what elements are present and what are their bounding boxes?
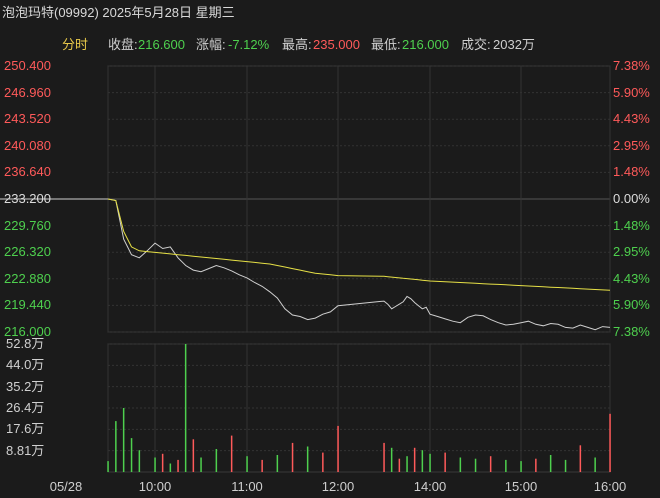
volume-tick-label: 17.6万: [6, 421, 45, 437]
volume-tick-label: 52.8万: [6, 336, 45, 351]
price-tick-label: 236.640: [4, 164, 51, 180]
price-tick-label: 243.520: [4, 111, 51, 127]
volume-bar: [122, 408, 125, 472]
volume-bar: [520, 461, 522, 472]
volume-panel-frame: [107, 343, 611, 473]
volume-bar: [444, 452, 446, 472]
close-label: 收盘:: [108, 37, 138, 52]
volume-label: 成交:: [461, 37, 491, 52]
volume-bar: [398, 458, 401, 472]
time-tick-label: 15:00: [504, 479, 538, 494]
close-value: 216.600: [138, 37, 185, 52]
volume-bar: [505, 459, 507, 472]
high-value: 235.000: [313, 37, 360, 52]
percent-tick-label: 5.90%: [613, 297, 650, 313]
percent-tick-label: 4.43%: [613, 270, 650, 286]
price-tick-label: 233.200: [4, 191, 51, 206]
percent-tick-label: 7.38%: [613, 58, 650, 73]
percent-tick-label: 1.48%: [613, 164, 650, 180]
volume-bar: [291, 442, 294, 472]
volume-bar: [154, 457, 156, 472]
volume-bar: [421, 450, 424, 472]
price-tick-label: 222.880: [4, 270, 51, 286]
volume-bar: [246, 456, 248, 472]
volume-bar: [429, 453, 431, 472]
volume-bar: [306, 446, 309, 472]
price-tick-label: 229.760: [4, 217, 51, 233]
price-tick-label: 250.400: [4, 58, 51, 73]
percent-tick-label: 7.38%: [613, 324, 650, 339]
volume-bar: [138, 450, 141, 472]
volume-tick-label: 44.0万: [6, 357, 45, 373]
percent-tick-label: 2.95%: [613, 137, 650, 153]
volume-bar: [115, 421, 117, 472]
volume-bar: [230, 435, 233, 472]
change-label: 涨幅:: [196, 37, 226, 52]
percent-tick-label: 4.43%: [613, 111, 650, 127]
price-tick-label: 219.440: [4, 297, 51, 313]
percent-tick-label: 2.95%: [613, 244, 650, 260]
volume-bar: [535, 458, 537, 472]
time-tick-label: 11:00: [231, 479, 263, 494]
volume-bar: [337, 425, 339, 472]
time-tick-label: 16:00: [593, 479, 627, 494]
volume-bar: [322, 452, 324, 472]
chart-mode-label[interactable]: 分时: [62, 37, 89, 52]
price-tick-label: 226.320: [4, 244, 51, 260]
volume-bar: [564, 459, 567, 472]
stats-bar: 分时 收盘: 216.600 涨幅: -7.12% 最高: 235.000 最低…: [0, 32, 660, 58]
volume-bar: [489, 456, 492, 472]
time-tick-label: 12:00: [321, 479, 355, 494]
low-label: 最低:: [371, 37, 401, 52]
volume-bar: [177, 459, 179, 472]
volume-bar: [549, 455, 552, 472]
percent-tick-label: 0.00%: [613, 191, 650, 206]
volume-bar: [609, 413, 611, 472]
volume-bar: [390, 447, 393, 472]
time-tick-label: 05/28: [49, 479, 83, 494]
volume-bar: [383, 442, 385, 472]
volume-bar: [184, 344, 187, 472]
chart-title: 泡泡玛特(09992) 2025年5月28日 星期三: [2, 5, 235, 20]
volume-bar: [406, 456, 408, 472]
high-label: 最高:: [282, 37, 312, 52]
volume-bar: [276, 455, 279, 472]
volume-bar: [459, 457, 462, 472]
volume-bar: [215, 449, 218, 472]
time-tick-label: 14:00: [413, 479, 447, 494]
volume-bar: [413, 447, 416, 472]
volume-bar: [130, 438, 133, 472]
price-tick-label: 240.080: [4, 137, 51, 153]
volume-bar: [200, 457, 202, 472]
price-tick-label: 216.000: [4, 324, 51, 339]
volume-value: 2032万: [493, 37, 535, 52]
volume-bar: [261, 459, 263, 472]
change-value: -7.12%: [228, 37, 270, 52]
volume-tick-label: 26.4万: [6, 400, 45, 415]
volume-bar: [474, 458, 477, 472]
average-price-line: [107, 198, 611, 291]
price-tick-label: 246.960: [4, 84, 51, 100]
volume-bar: [161, 453, 164, 472]
volume-tick-label: 8.81万: [6, 442, 45, 458]
percent-tick-label: 1.48%: [613, 217, 650, 233]
time-tick-label: 10:00: [138, 479, 172, 494]
volume-bar: [107, 461, 109, 472]
volume-tick-label: 35.2万: [6, 378, 45, 394]
percent-tick-label: 5.90%: [613, 84, 650, 100]
volume-bar: [594, 457, 596, 472]
volume-bar: [579, 445, 582, 472]
price-line: [107, 198, 611, 331]
volume-bar: [192, 439, 195, 472]
low-value: 216.000: [402, 37, 449, 52]
volume-bar: [169, 463, 172, 472]
